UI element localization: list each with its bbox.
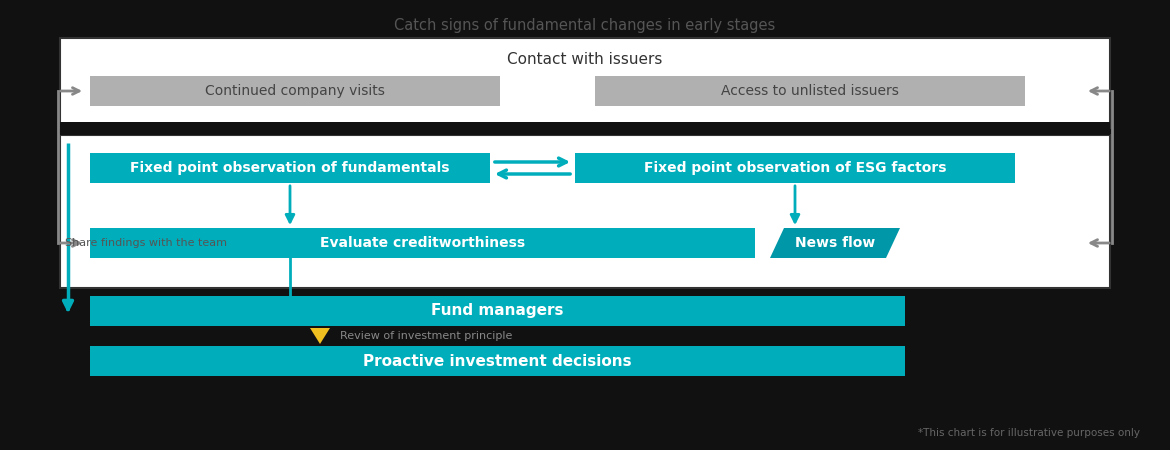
Text: Fixed point observation of fundamentals: Fixed point observation of fundamentals: [130, 161, 449, 175]
Bar: [60, 135, 1110, 288]
Text: Proactive investment decisions: Proactive investment decisions: [363, 354, 632, 369]
Bar: [60, 38, 1110, 128]
Text: Fund managers: Fund managers: [432, 303, 564, 319]
Bar: [90, 228, 755, 258]
Bar: [574, 153, 1016, 183]
Polygon shape: [310, 328, 330, 344]
Bar: [90, 153, 490, 183]
Bar: [90, 76, 500, 106]
Bar: [90, 296, 906, 326]
Bar: [60, 38, 1110, 128]
Bar: [60, 135, 1110, 288]
Text: Fixed point observation of ESG factors: Fixed point observation of ESG factors: [644, 161, 947, 175]
Text: Review of investment principle: Review of investment principle: [340, 331, 512, 341]
Text: Catch signs of fundamental changes in early stages: Catch signs of fundamental changes in ea…: [394, 18, 776, 33]
Text: Evaluate creditworthiness: Evaluate creditworthiness: [319, 236, 525, 250]
Text: Access to unlisted issuers: Access to unlisted issuers: [721, 84, 899, 98]
Polygon shape: [770, 228, 900, 258]
Text: Continued company visits: Continued company visits: [205, 84, 385, 98]
Bar: [60, 122, 1110, 135]
Text: Share findings with the team: Share findings with the team: [66, 238, 227, 248]
Bar: [90, 346, 906, 376]
Text: *This chart is for illustrative purposes only: *This chart is for illustrative purposes…: [918, 428, 1140, 438]
Text: News flow: News flow: [794, 236, 875, 250]
Bar: [596, 76, 1025, 106]
Text: Contact with issuers: Contact with issuers: [508, 52, 662, 67]
